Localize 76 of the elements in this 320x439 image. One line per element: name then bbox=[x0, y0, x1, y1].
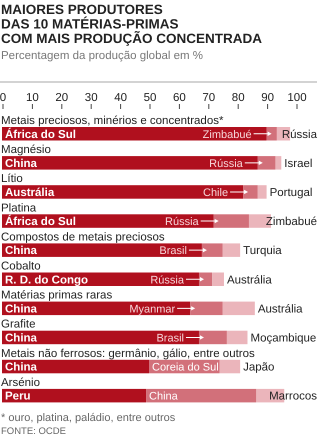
data-label: Rússia bbox=[165, 216, 200, 228]
y-tick-label: Matérias primas raras bbox=[1, 290, 112, 302]
data-label: China bbox=[5, 332, 38, 344]
bar bbox=[202, 243, 222, 257]
data-label: Austrália bbox=[5, 186, 55, 199]
bar bbox=[243, 185, 258, 199]
bar bbox=[258, 156, 276, 170]
bar bbox=[2, 243, 202, 257]
x-tick-label: 30 bbox=[84, 92, 98, 104]
data-label: Austrália bbox=[258, 303, 304, 316]
chart-subtitle: Percentagem da produção global em % bbox=[1, 50, 204, 62]
y-tick-label: Compostos de metais preciosos bbox=[1, 231, 165, 244]
data-label: Rússia bbox=[282, 128, 318, 141]
bar bbox=[226, 330, 248, 344]
bar bbox=[146, 388, 256, 402]
bar bbox=[275, 156, 282, 170]
y-tick-label: Magnésio bbox=[1, 144, 51, 156]
data-label: Chile bbox=[203, 186, 228, 199]
x-tick-label: 90 bbox=[261, 92, 274, 104]
x-tick-label: 0 bbox=[0, 92, 6, 104]
y-tick-label: Arsénio bbox=[1, 376, 40, 389]
data-label: Portugal bbox=[270, 186, 312, 199]
data-label: Austrália bbox=[226, 274, 272, 286]
data-label: África do Sul bbox=[5, 126, 76, 141]
bar bbox=[258, 185, 267, 199]
text: * ouro, platina, paládio, entre outros bbox=[1, 412, 176, 424]
y-tick-label: Metais não ferrosos: germânio, gálio, entre outros bbox=[1, 348, 256, 360]
x-tick-label: 80 bbox=[232, 92, 245, 104]
data-label: Coreia do Sul bbox=[152, 362, 219, 374]
bar bbox=[2, 156, 258, 170]
data-label: Rússia bbox=[150, 274, 185, 286]
bar bbox=[222, 243, 240, 257]
data-label: China bbox=[5, 303, 38, 316]
bar bbox=[198, 272, 212, 286]
data-label: China bbox=[5, 245, 38, 258]
bar bbox=[222, 302, 255, 316]
x-tick-label: 60 bbox=[173, 92, 186, 104]
data-label: Myanmar bbox=[129, 303, 176, 316]
y-tick-label: Platina bbox=[1, 202, 37, 214]
bar bbox=[198, 330, 227, 344]
data-label: África do Sul bbox=[5, 214, 76, 228]
bar bbox=[214, 214, 249, 228]
data-label: China bbox=[149, 390, 179, 403]
x-tick-label: 20 bbox=[55, 92, 68, 104]
data-label: Rússia bbox=[209, 158, 244, 170]
data-label: Israel bbox=[284, 158, 312, 170]
data-label: China bbox=[5, 362, 38, 374]
data-label: Moçambique bbox=[250, 332, 316, 344]
bar bbox=[266, 127, 277, 140]
x-tick-label: 50 bbox=[144, 92, 156, 104]
data-label: Zimbabué bbox=[202, 128, 252, 141]
data-label: Japão bbox=[243, 362, 274, 374]
data-label: Turquia bbox=[243, 245, 282, 258]
y-tick-label: Lítio bbox=[1, 173, 23, 186]
data-label: R. D. do Congo bbox=[5, 274, 88, 286]
chart-title: MAIORES PRODUTORES DAS 10 MATÉRIAS-PRIMAS COM MAIS PRODUÇÃO CONCENTRADA bbox=[1, 2, 262, 46]
bar bbox=[2, 360, 149, 374]
bar bbox=[2, 330, 199, 344]
x-tick-label: 10 bbox=[26, 92, 39, 104]
y-tick-label: Cobalto bbox=[1, 260, 41, 272]
data-label: Brasil bbox=[156, 332, 184, 344]
x-tick-label: 40 bbox=[114, 92, 127, 104]
bar bbox=[2, 388, 146, 402]
bar bbox=[220, 360, 240, 374]
bar bbox=[190, 302, 222, 316]
data-label: Brasil bbox=[159, 245, 187, 258]
data-label: Peru bbox=[5, 390, 31, 403]
data-label: China bbox=[5, 158, 38, 170]
x-tick-label: 70 bbox=[202, 92, 216, 104]
data-label: Zimbabué bbox=[266, 216, 318, 228]
bar bbox=[212, 272, 224, 286]
source-note: FONTE: OCDE bbox=[1, 426, 66, 437]
data-label: Marrocos bbox=[269, 390, 318, 403]
y-tick-label: Grafite bbox=[1, 318, 36, 331]
y-tick-label: Metais preciosos, minérios e concentrados* bbox=[1, 115, 224, 127]
x-tick-label: 100 bbox=[287, 92, 307, 104]
